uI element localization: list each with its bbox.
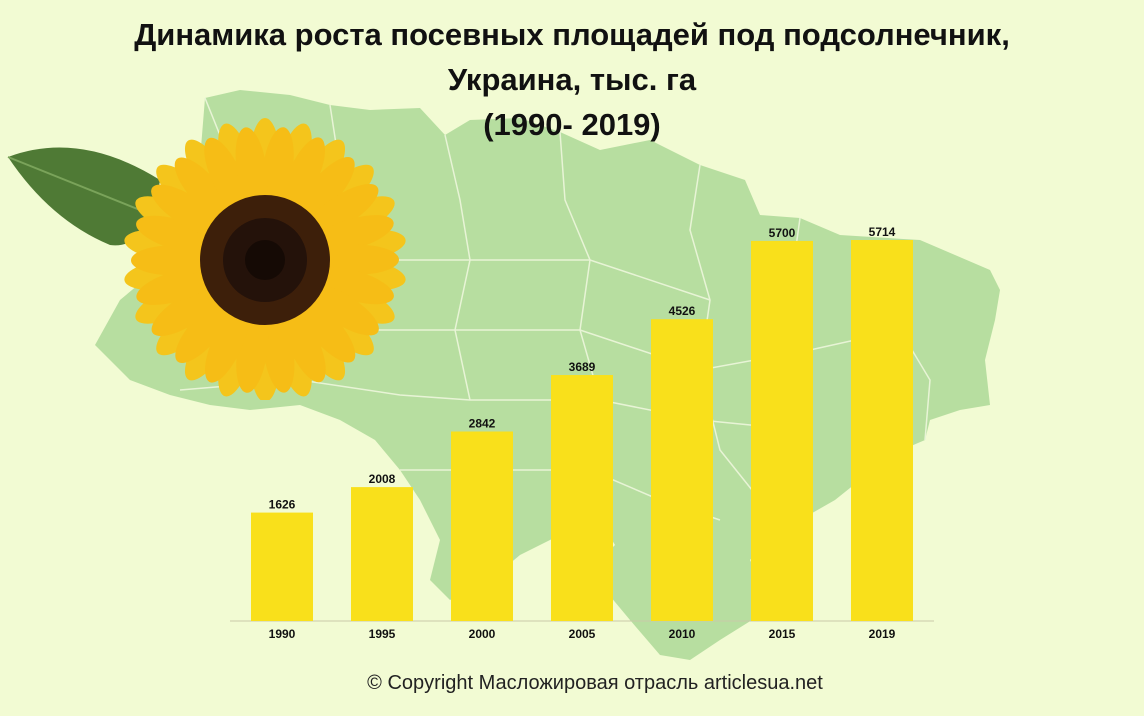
bar-2019 <box>851 240 913 621</box>
bar-1995 <box>351 487 413 621</box>
sunflower-petal <box>306 283 379 336</box>
x-tick-label-2010: 2010 <box>669 627 696 641</box>
sunflower-petal <box>281 304 326 383</box>
bar-2000 <box>451 431 513 621</box>
sunflower-petal <box>295 156 355 224</box>
bar-1990 <box>251 512 313 621</box>
sunflower-petal <box>280 137 326 215</box>
bar-2010 <box>651 319 713 621</box>
sunflower-petal <box>174 157 235 224</box>
chart-title-line-2: Украина, тыс. га <box>447 62 697 97</box>
x-tick-label-2000: 2000 <box>469 627 496 641</box>
sunflower-petal <box>131 245 216 276</box>
data-label-1995: 2008 <box>369 472 396 486</box>
sunflower-petals <box>124 118 406 400</box>
sunflower-petal <box>306 183 379 237</box>
x-tick-label-2005: 2005 <box>569 627 596 641</box>
copyright-text: © Copyright Масложировая отрасль article… <box>367 672 823 694</box>
sunflower-petal <box>312 215 394 253</box>
data-label-2010: 4526 <box>669 304 696 318</box>
sunflower-petal <box>312 267 394 305</box>
data-label-2005: 3689 <box>569 360 596 374</box>
sunflower-petal <box>204 137 249 216</box>
sunflower-image <box>7 118 406 400</box>
sunflower-petal <box>235 127 268 211</box>
chart-title: Динамика роста посевных площадей под под… <box>0 12 1144 147</box>
sunflower-petal <box>151 184 224 237</box>
x-tick-label-2015: 2015 <box>769 627 796 641</box>
data-label-1990: 1626 <box>269 498 296 512</box>
sunflower-petal <box>262 309 295 393</box>
sunflower-petal <box>136 215 218 253</box>
chart-title-line-1: Динамика роста посевных площадей под под… <box>134 17 1010 52</box>
data-label-2019: 5714 <box>869 225 896 239</box>
x-tick-label-1990: 1990 <box>269 627 296 641</box>
x-tick-label-1995: 1995 <box>369 627 396 641</box>
sunflower-petal <box>295 296 356 363</box>
sunflower-petal <box>314 244 399 275</box>
sunflower-petal <box>136 267 218 305</box>
sunflower-petal <box>204 305 250 383</box>
data-label-2000: 2842 <box>469 417 496 431</box>
x-tick-label-2019: 2019 <box>869 627 896 641</box>
sunflower-petal <box>175 296 235 364</box>
chart-title-line-3: (1990- 2019) <box>483 107 661 142</box>
leaf-icon <box>7 147 160 246</box>
data-label-2015: 5700 <box>769 226 796 240</box>
bar-2005 <box>551 375 613 621</box>
sunflower-petal <box>151 283 224 337</box>
bar-2015 <box>751 240 813 621</box>
